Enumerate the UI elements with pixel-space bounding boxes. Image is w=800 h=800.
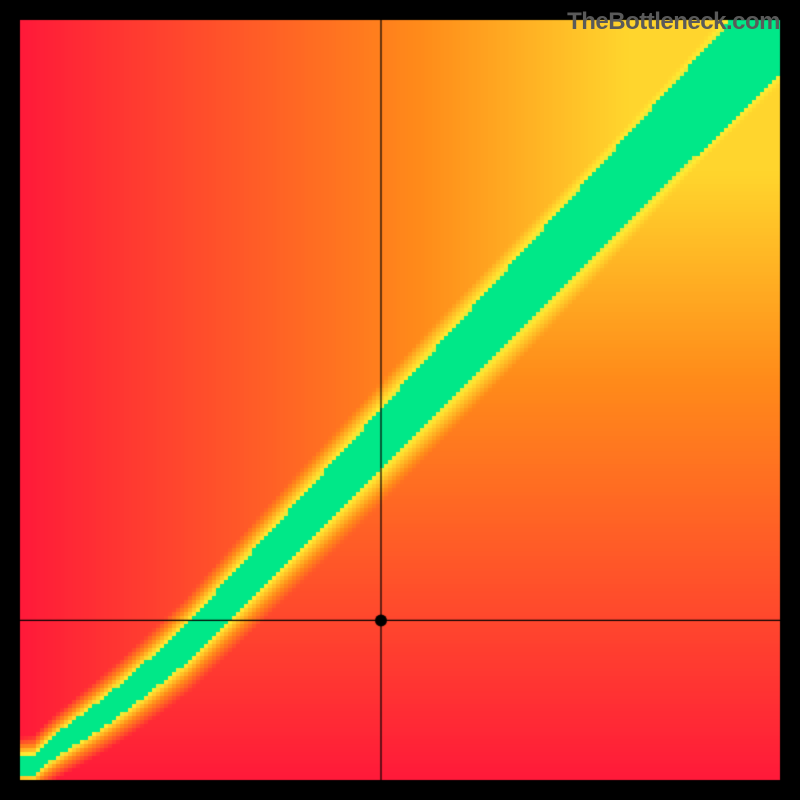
chart-container: TheBottleneck.com bbox=[0, 0, 800, 800]
bottleneck-heatmap bbox=[0, 0, 800, 800]
watermark-text: TheBottleneck.com bbox=[567, 8, 780, 36]
